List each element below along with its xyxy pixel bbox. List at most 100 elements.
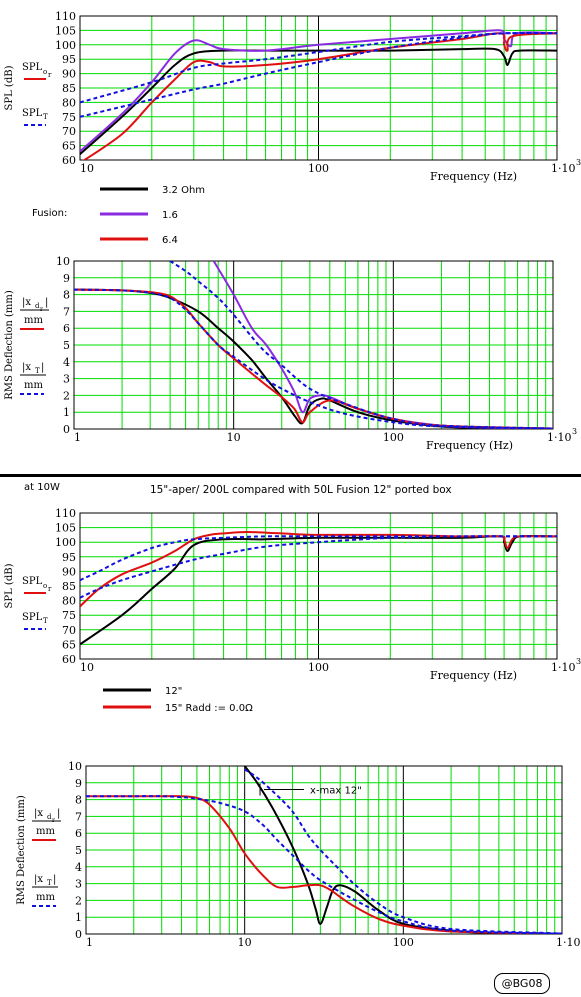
legend-subscript: r [48, 71, 52, 79]
power-note: at 10W [24, 482, 60, 493]
y-tick-label: 2 [75, 894, 82, 907]
y-tick-label: 100 [55, 536, 76, 549]
y-tick-label: 8 [63, 289, 70, 302]
y-tick-label: 90 [62, 68, 76, 81]
y-tick-label: 110 [55, 507, 76, 520]
legend-subscript: T [43, 617, 48, 625]
plot-frame [73, 260, 554, 430]
series-line-reference-3 [80, 32, 557, 104]
x-tick-label: 100 [393, 936, 414, 949]
y-tick-label: 7 [63, 305, 70, 318]
series-line-3-2-ohm [80, 47, 557, 155]
legend-subscript: T [47, 879, 52, 887]
series-line-reference-4 [80, 31, 557, 118]
y-axis-label: RMS Deflection (mm) [4, 290, 15, 400]
series-line-15-radd-0-0- [86, 795, 562, 934]
legend-label-spl-or: SPL [22, 576, 43, 587]
x-axis-label: Frequency (Hz) [430, 669, 517, 682]
y-tick-label: 10 [68, 760, 82, 773]
y-tick-label: 1 [63, 406, 70, 419]
legend-label-spl-t: SPL [22, 612, 43, 623]
y-tick-label: 5 [75, 844, 82, 857]
series-line-12- [80, 534, 557, 646]
x-tick-label: 100 [383, 431, 404, 444]
y-tick-label: 9 [63, 272, 70, 285]
annotation-x-max: x-max 12" [310, 786, 362, 797]
x-tick-label: 1 [74, 431, 81, 444]
y-tick-label: 4 [63, 356, 70, 369]
y-tick-label: 4 [75, 861, 82, 874]
plot-frame [85, 765, 563, 935]
legend-unit: mm [24, 315, 43, 326]
x-tick-label: 1·10 [551, 162, 576, 175]
y-tick-label: 75 [62, 609, 76, 622]
y-tick-label: 60 [62, 154, 76, 167]
y-tick-label: 75 [62, 111, 76, 124]
y-tick-label: 10 [56, 255, 70, 268]
credit-badge: @BG08 [494, 973, 550, 994]
y-tick-label: 100 [55, 39, 76, 52]
y-tick-label: 3 [63, 373, 70, 386]
legend-entry-label: 6.4 [162, 235, 178, 246]
y-tick-label: 95 [62, 551, 76, 564]
series-line-reference-3 [244, 768, 562, 934]
y-tick-label: 85 [62, 580, 76, 593]
x-axis-label: Frequency (Hz) [430, 170, 517, 183]
x-tick-exponent: 3 [576, 657, 581, 666]
fusion-label: Fusion: [32, 208, 68, 219]
y-axis-label: SPL (dB) [4, 563, 15, 608]
legend-subscript: o [43, 68, 47, 76]
legend-label-spl-or: SPL [22, 62, 43, 73]
series-line-reference-2 [86, 795, 562, 934]
legend-bar: | [45, 297, 48, 308]
legend-entry-label: 12" [165, 686, 182, 697]
y-tick-label: 2 [63, 389, 70, 402]
y-tick-label: 80 [62, 595, 76, 608]
y-tick-label: 0 [75, 928, 82, 941]
legend-subscript: T [35, 367, 40, 375]
y-tick-label: 110 [55, 10, 76, 23]
legend-entry-label: 15" Radd := 0.0Ω [165, 703, 253, 714]
y-tick-label: 70 [62, 624, 76, 637]
x-tick-label: 1·10 [556, 936, 581, 949]
x-tick-label: 100 [308, 661, 329, 674]
series-line-15-radd-0-0- [80, 530, 557, 608]
legend-label-xdr: |x [22, 297, 31, 308]
series-line-6-4 [74, 288, 553, 429]
legend-entry-label: 3.2 Ohm [162, 185, 205, 196]
y-tick-label: 95 [62, 53, 76, 66]
y-tick-label: 105 [55, 522, 76, 535]
y-tick-label: 80 [62, 96, 76, 109]
y-axis-label: SPL (dB) [4, 65, 15, 110]
x-tick-label: 1·10 [547, 431, 572, 444]
legend-bar: | [53, 874, 56, 885]
legend-unit: mm [36, 826, 55, 837]
y-tick-label: 5 [63, 339, 70, 352]
x-tick-label: 1·10 [551, 661, 576, 674]
comparison-subtitle: 15"-aper/ 200L compared with 50L Fusion … [150, 484, 452, 496]
series-line-6-4 [82, 32, 557, 160]
y-tick-label: 9 [75, 777, 82, 790]
legend-label-xt: |x [34, 874, 43, 885]
y-tick-label: 0 [63, 423, 70, 436]
y-tick-label: 1 [75, 911, 82, 924]
x-tick-label: 10 [238, 936, 252, 949]
y-tick-label: 6 [63, 322, 70, 335]
x-tick-label: 10 [80, 661, 94, 674]
x-axis-label: Frequency (Hz) [426, 439, 513, 452]
y-tick-label: 85 [62, 82, 76, 95]
plot-frame [79, 15, 558, 161]
legend-subscript: o [43, 582, 47, 590]
y-tick-label: 60 [62, 653, 76, 666]
y-tick-label: 8 [75, 794, 82, 807]
series-line-reference-4 [169, 261, 553, 429]
legend-subscript: d [35, 302, 40, 310]
y-tick-label: 3 [75, 878, 82, 891]
legend-unit: mm [36, 892, 55, 903]
y-tick-label: 7 [75, 810, 82, 823]
